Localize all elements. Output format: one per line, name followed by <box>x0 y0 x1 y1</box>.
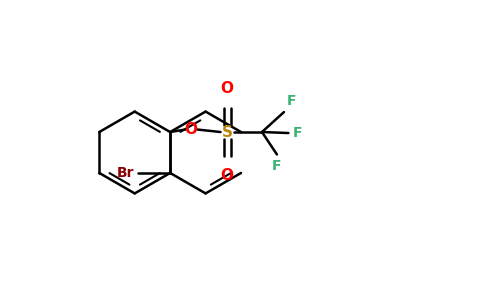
Text: O: O <box>221 81 234 96</box>
Text: F: F <box>272 160 282 173</box>
Text: O: O <box>221 168 234 183</box>
Text: O: O <box>184 122 197 137</box>
Text: F: F <box>287 94 296 108</box>
Text: F: F <box>292 126 302 140</box>
Text: S: S <box>222 124 232 140</box>
Text: Br: Br <box>117 166 134 180</box>
